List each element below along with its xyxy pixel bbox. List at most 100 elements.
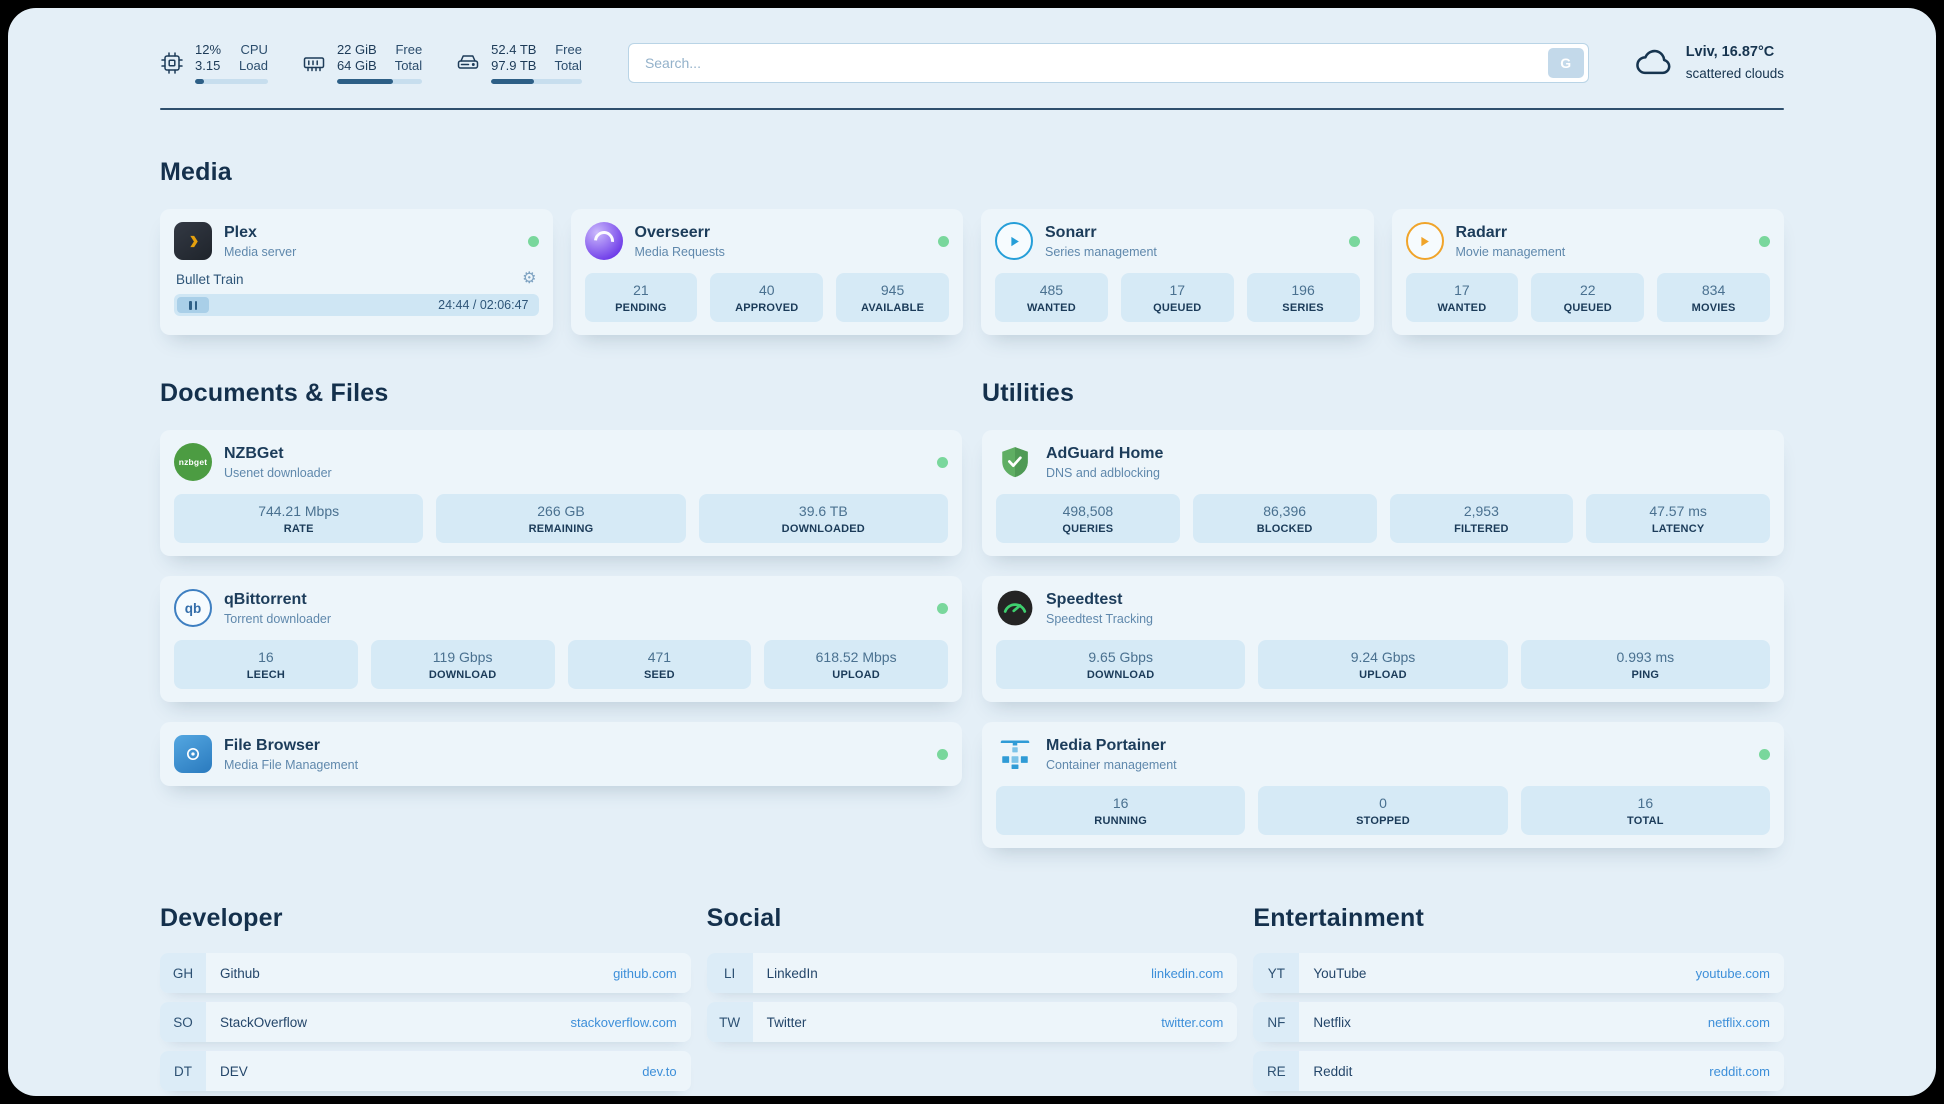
service-subtitle: Media File Management	[224, 757, 359, 772]
service-name: Speedtest	[1046, 590, 1123, 608]
service-name: Plex	[224, 223, 257, 241]
search-bar: G	[627, 43, 1589, 83]
header-divider	[160, 108, 1784, 110]
bookmark-reddit[interactable]: RE Reddit reddit.com	[1253, 1051, 1784, 1091]
service-subtitle: Movie management	[1455, 244, 1566, 259]
service-name: Sonarr	[1045, 223, 1097, 241]
stat-leech: 16 LEECH	[174, 640, 358, 689]
bookmark-name: Netflix	[1313, 1014, 1351, 1030]
sonarr-icon	[995, 222, 1033, 260]
nzbget-icon: nzbget	[174, 443, 212, 481]
cpu-progress-track	[195, 79, 268, 84]
cloud-icon	[1635, 46, 1673, 81]
cpu-progress-fill	[195, 79, 204, 84]
utilities-column: Utilities AdGuard Home DNS and adblockin…	[982, 379, 1784, 848]
service-card-radarr[interactable]: Radarr Movie management 17 WANTED 22 QUE…	[1391, 209, 1784, 335]
disk-progress-fill	[491, 79, 534, 84]
search-input[interactable]	[627, 43, 1589, 83]
cpu-percent: 12%	[195, 42, 222, 57]
bookmark-name: Twitter	[766, 1014, 807, 1030]
bookmark-url: youtube.com	[1695, 965, 1770, 981]
weather-widget: Lviv, 16.87°C scattered clouds	[1635, 42, 1784, 84]
service-name: NZBGet	[224, 444, 284, 462]
service-card-sonarr[interactable]: Sonarr Series management 485 WANTED 17 Q…	[981, 209, 1374, 335]
disk-progress-track	[491, 79, 582, 84]
now-playing-widget: Bullet Train ⚙ 24:44 / 02:06:47	[174, 271, 539, 316]
bookmark-name: Github	[220, 965, 260, 981]
service-subtitle: Media Requests	[634, 244, 725, 259]
section-title-entertainment: Entertainment	[1253, 904, 1425, 932]
service-card-plex[interactable]: Plex Media server Bullet Train ⚙ 24:44 /…	[160, 209, 553, 335]
bookmark-github[interactable]: GH Github github.com	[160, 953, 691, 993]
stat-queued: 17 QUEUED	[1120, 273, 1234, 322]
service-card-portainer[interactable]: Media Portainer Container management 16 …	[982, 722, 1784, 848]
search-provider-button[interactable]: G	[1547, 48, 1584, 78]
service-card-filebrowser[interactable]: File Browser Media File Management	[160, 722, 962, 786]
playback-progress-bar[interactable]: 24:44 / 02:06:47	[174, 294, 539, 316]
ram-progress-fill	[336, 79, 394, 84]
status-dot	[937, 602, 948, 614]
ram-total: 64 GiB	[336, 58, 377, 73]
ram-icon	[302, 51, 326, 75]
now-playing-title: Bullet Train	[176, 271, 244, 287]
stat-stopped: 0 STOPPED	[1258, 786, 1508, 835]
service-subtitle: DNS and adblocking	[1046, 465, 1160, 480]
disk-icon	[456, 51, 480, 75]
service-card-adguard[interactable]: AdGuard Home DNS and adblocking 498,508 …	[982, 430, 1784, 556]
stat-available: 945 AVAILABLE	[836, 273, 949, 322]
stat-wanted: 485 WANTED	[995, 273, 1108, 322]
overseerr-icon	[584, 222, 623, 260]
disk-total: 97.9 TB	[491, 58, 537, 73]
stat-downloaded: 39.6 TB DOWNLOADED	[698, 494, 948, 543]
bookmark-abbr: DT	[160, 1051, 206, 1091]
stat-remaining: 266 GB REMAINING	[436, 494, 686, 543]
cpu-load-label: Load	[239, 58, 268, 73]
service-card-nzbget[interactable]: nzbget NZBGet Usenet downloader 744.21 M…	[160, 430, 962, 556]
bookmark-url: dev.to	[642, 1063, 677, 1079]
disk-free: 52.4 TB	[491, 42, 537, 57]
ram-free-label: Free	[395, 42, 423, 57]
top-bar: 12% CPU 3.15 Load 22 GiB Free 64 GiB Tot…	[160, 42, 1784, 84]
service-subtitle: Media server	[224, 244, 297, 259]
bookmark-abbr: NF	[1253, 1002, 1300, 1042]
bookmark-url: netflix.com	[1707, 1014, 1770, 1030]
bookmark-abbr: TW	[706, 1002, 753, 1042]
stat-running: 16 RUNNING	[996, 786, 1246, 835]
service-card-overseerr[interactable]: Overseerr Media Requests 21 PENDING 40 A…	[570, 209, 963, 335]
bookmark-youtube[interactable]: YT YouTube youtube.com	[1253, 953, 1784, 993]
bookmark-stackoverflow[interactable]: SO StackOverflow stackoverflow.com	[160, 1002, 691, 1042]
service-card-qbittorrent[interactable]: qb qBittorrent Torrent downloader 16 LEE…	[160, 576, 962, 702]
status-dot	[937, 456, 948, 468]
bookmark-url: stackoverflow.com	[570, 1014, 677, 1030]
section-title-social: Social	[706, 904, 782, 932]
ram-progress-track	[336, 79, 423, 84]
service-subtitle: Series management	[1045, 244, 1157, 259]
cpu-icon	[160, 51, 184, 75]
bookmark-twitter[interactable]: TW Twitter twitter.com	[706, 1002, 1238, 1042]
bookmark-netflix[interactable]: NF Netflix netflix.com	[1253, 1002, 1784, 1042]
bookmark-url: twitter.com	[1161, 1014, 1224, 1030]
pause-button[interactable]	[177, 297, 209, 313]
stat-download: 119 Gbps DOWNLOAD	[370, 640, 555, 689]
service-name: AdGuard Home	[1046, 444, 1164, 462]
bookmark-dev[interactable]: DT DEV dev.to	[160, 1051, 691, 1091]
plex-icon	[174, 222, 212, 260]
adguard-icon	[996, 443, 1034, 481]
stat-seed: 471 SEED	[567, 640, 752, 689]
section-title-utilities: Utilities	[982, 379, 1075, 407]
disk-total-label: Total	[554, 58, 582, 73]
bookmark-group-social: Social LI LinkedIn linkedin.com TW Twitt…	[706, 904, 1238, 1091]
radarr-icon	[1405, 222, 1444, 260]
stat-upload: 9.24 Gbps UPLOAD	[1258, 640, 1508, 689]
cpu-widget: 12% CPU 3.15 Load	[160, 42, 268, 84]
ram-widget: 22 GiB Free 64 GiB Total	[302, 42, 423, 84]
service-card-speedtest[interactable]: Speedtest Speedtest Tracking 9.65 Gbps D…	[982, 576, 1784, 702]
bookmark-linkedin[interactable]: LI LinkedIn linkedin.com	[706, 953, 1238, 993]
bookmark-abbr: YT	[1253, 953, 1300, 993]
status-dot	[938, 235, 949, 247]
service-name: qBittorrent	[224, 590, 307, 608]
bookmark-abbr: LI	[706, 953, 753, 993]
gear-icon[interactable]: ⚙	[522, 270, 537, 287]
stat-ping: 0.993 ms PING	[1520, 640, 1770, 689]
stat-queued: 22 QUEUED	[1531, 273, 1645, 322]
